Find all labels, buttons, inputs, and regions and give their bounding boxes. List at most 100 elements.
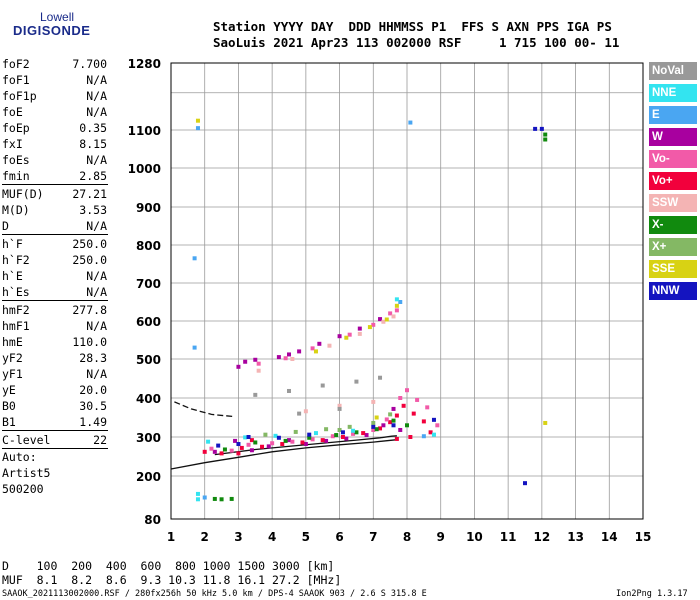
data-point (394, 436, 399, 441)
data-point (378, 317, 383, 322)
data-point (202, 449, 207, 454)
x-tick-labels: 1 2 3 4 5 6 7 8 9 10 11 12 13 14 15 (167, 530, 652, 544)
param-divider (2, 300, 108, 301)
data-point (283, 438, 288, 443)
data-point (229, 448, 234, 453)
param-divider (2, 234, 108, 235)
data-point (236, 442, 241, 447)
param-row: h`F 250.0 (2, 236, 165, 252)
x-tick-label: 12 (534, 530, 551, 544)
data-point (401, 403, 406, 408)
param-value: 8.15 (79, 137, 107, 151)
data-point (239, 445, 244, 450)
y-tick-label: 1280 (128, 57, 161, 71)
param-value: N/A (86, 105, 107, 119)
param-row: foEp 0.35 (2, 120, 165, 136)
data-point (421, 434, 426, 439)
param-name: hmE (2, 335, 23, 349)
x-tick-label: 11 (500, 530, 517, 544)
param-row: yF2 28.3 (2, 350, 165, 366)
header-labels: Station YYYY DAY DDD HHMMSS P1 FFS S AXN… (213, 19, 612, 34)
data-point (192, 256, 197, 261)
muf-row: MUF 8.1 8.2 8.6 9.3 10.3 11.8 16.1 27.2 … (2, 573, 342, 587)
data-point (388, 412, 393, 417)
param-row: MUF(D) 27.21 (2, 186, 165, 202)
data-point (371, 322, 376, 327)
data-point (391, 406, 396, 411)
data-point (384, 317, 389, 322)
legend-item-noval: NoVal (649, 62, 697, 80)
param-name: yF1 (2, 367, 23, 381)
trace-line (174, 401, 236, 418)
data-point (391, 418, 396, 423)
param-row: foE N/A (2, 104, 165, 120)
data-point (327, 343, 332, 348)
param-name: B0 (2, 399, 16, 413)
param-row: fmin 2.85 (2, 168, 165, 184)
y-tick-label: 600 (136, 315, 161, 329)
param-row: C-level 22 (2, 432, 165, 448)
param-value: 28.3 (79, 351, 107, 365)
x-tick-label: 1 (167, 530, 175, 544)
data-point (337, 334, 342, 339)
data-point (324, 427, 329, 432)
x-tick-label: 14 (601, 530, 618, 544)
legend-item-x: X- (649, 216, 697, 234)
param-name: M(D) (2, 203, 30, 217)
param-name: foEp (2, 121, 30, 135)
data-point (287, 388, 291, 393)
data-point (280, 442, 285, 447)
logo-lowell: Lowell (40, 10, 75, 24)
param-name: fmin (2, 169, 30, 183)
data-point (206, 439, 211, 444)
param-divider (2, 448, 108, 449)
data-point (307, 432, 312, 437)
trace-lines (170, 401, 397, 470)
param-value: N/A (86, 269, 107, 283)
data-point (303, 409, 308, 414)
param-name: foF1 (2, 73, 30, 87)
param-name: D (2, 219, 9, 233)
data-point (270, 441, 275, 446)
data-point (236, 364, 241, 369)
data-point (374, 415, 379, 420)
x-tick-label: 5 (302, 530, 310, 544)
data-point (219, 497, 224, 502)
data-point (371, 420, 376, 425)
data-point (394, 413, 399, 418)
data-point (195, 126, 200, 131)
data-point (243, 359, 248, 364)
data-point (249, 448, 254, 453)
parameter-panel: foF2 7.700 foF1 N/A foF1p N/A foE N/A foEp 0.35 fx… (2, 56, 165, 498)
param-row: D N/A (2, 218, 165, 234)
data-point (287, 438, 291, 443)
data-point (266, 444, 271, 449)
data-point (431, 432, 436, 437)
data-point (367, 325, 372, 330)
param-value: 22 (93, 433, 107, 447)
data-point (222, 447, 227, 452)
autoscale-line: Auto: (2, 450, 37, 464)
param-row: hmF2 277.8 (2, 302, 165, 318)
param-name: foEs (2, 153, 30, 167)
data-point (337, 403, 342, 408)
data-point (297, 349, 302, 354)
data-point (364, 433, 369, 438)
data-point (330, 434, 335, 439)
data-point (313, 431, 318, 436)
autoscale-line: 500200 (2, 482, 44, 496)
data-point (405, 423, 409, 428)
series-x (212, 132, 548, 502)
data-point (273, 433, 278, 438)
data-point (543, 132, 548, 137)
param-name: h`F (2, 237, 23, 251)
data-point (354, 379, 359, 384)
param-value: 30.5 (79, 399, 107, 413)
data-point (249, 438, 254, 443)
data-point (431, 417, 436, 422)
data-point (378, 426, 383, 431)
param-name: MUF(D) (2, 187, 44, 201)
data-point (293, 429, 298, 434)
x-tick-label: 2 (201, 530, 209, 544)
data-point (276, 435, 281, 440)
